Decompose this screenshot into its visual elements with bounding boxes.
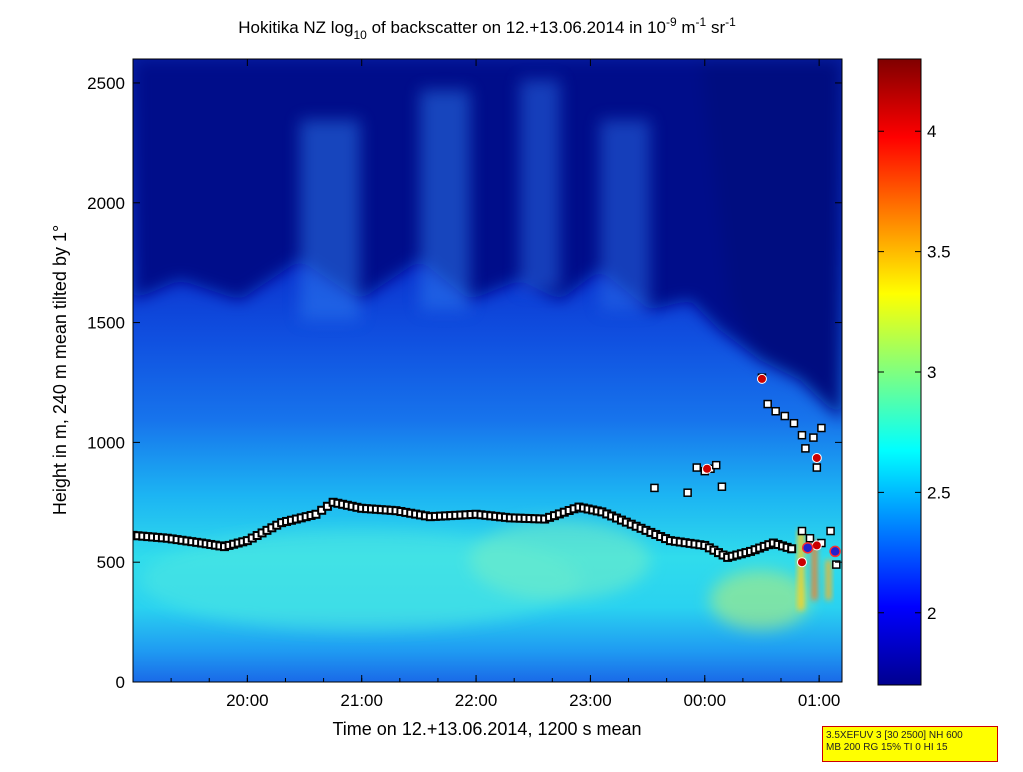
y-tick-label: 1000 [87,433,125,452]
cloud-marker [809,433,818,442]
colorbar-tick-label: 3 [927,363,936,382]
x-tick-label: 20:00 [226,691,269,710]
heatmap-hot-spots [798,530,831,610]
red-marker [811,452,822,463]
y-tick-label: 1500 [87,314,125,333]
colorbar-tick-label: 2 [927,604,936,623]
chart-title: Hokitika NZ log10 of backscatter on 12.+… [238,15,736,42]
heatmap-area [133,59,842,682]
red-marker [796,557,807,568]
y-tick-label: 2000 [87,194,125,213]
cloud-marker [812,463,822,472]
cloud-marker [780,411,790,421]
cloud-marker [789,418,799,428]
red-marker [811,540,822,551]
y-tick-label: 2500 [87,74,125,93]
cloud-marker [801,444,810,453]
cloud-marker [650,483,659,493]
blue-marker [801,542,814,554]
colorbar-tick-label: 3.5 [927,243,951,262]
cloud-marker [826,526,835,536]
info-box-line1: 3.5XEFUV 3 [30 2500] NH 600 [826,730,963,741]
cloud-marker [771,406,780,416]
y-tick-label: 500 [97,553,125,572]
heatmap-bright-band [140,520,810,630]
info-box-line2: MB 200 RG 15% TI 0 HI 15 [826,742,948,753]
red-marker [702,463,713,474]
x-tick-label: 00:00 [684,691,727,710]
x-axis-label: Time on 12.+13.06.2014, 1200 s mean [332,719,641,739]
heatmap-streaks [300,80,650,320]
blue-marker [829,545,841,558]
x-tick-label: 23:00 [569,691,612,710]
y-axis-label: Height in m, 240 m mean tilted by 1° [50,225,70,515]
cloud-marker [717,482,727,491]
cloud-marker [817,423,826,433]
plot-frame [132,58,843,683]
colorbar-axis: 2 2.5 3 3.5 4 [878,122,951,623]
cloud-marker [692,463,702,472]
cloud-marker [797,430,807,440]
cloud-marker [763,399,772,409]
cloud-marker [711,460,721,470]
y-axis: 0 500 1000 1500 2000 2500 [87,74,842,692]
cloud-marker [683,488,692,497]
colorbar-tick-label: 4 [927,122,936,141]
x-tick-label: 21:00 [340,691,383,710]
y-tick-label: 0 [116,673,125,692]
cloud-marker [832,560,841,569]
red-marker [756,373,767,384]
info-box: 3.5XEFUV 3 [30 2500] NH 600 MB 200 RG 15… [822,726,998,762]
x-tick-label: 01:00 [798,691,841,710]
x-tick-label: 22:00 [455,691,498,710]
cloud-marker [797,526,807,536]
colorbar-tick-label: 2.5 [927,483,951,502]
cloud-marker [805,533,815,543]
layer-height-marker [787,544,797,554]
marker-layer [133,373,841,569]
colorbar [877,58,922,686]
x-axis: 20:00 21:00 22:00 23:00 00:00 01:00 [132,59,841,710]
